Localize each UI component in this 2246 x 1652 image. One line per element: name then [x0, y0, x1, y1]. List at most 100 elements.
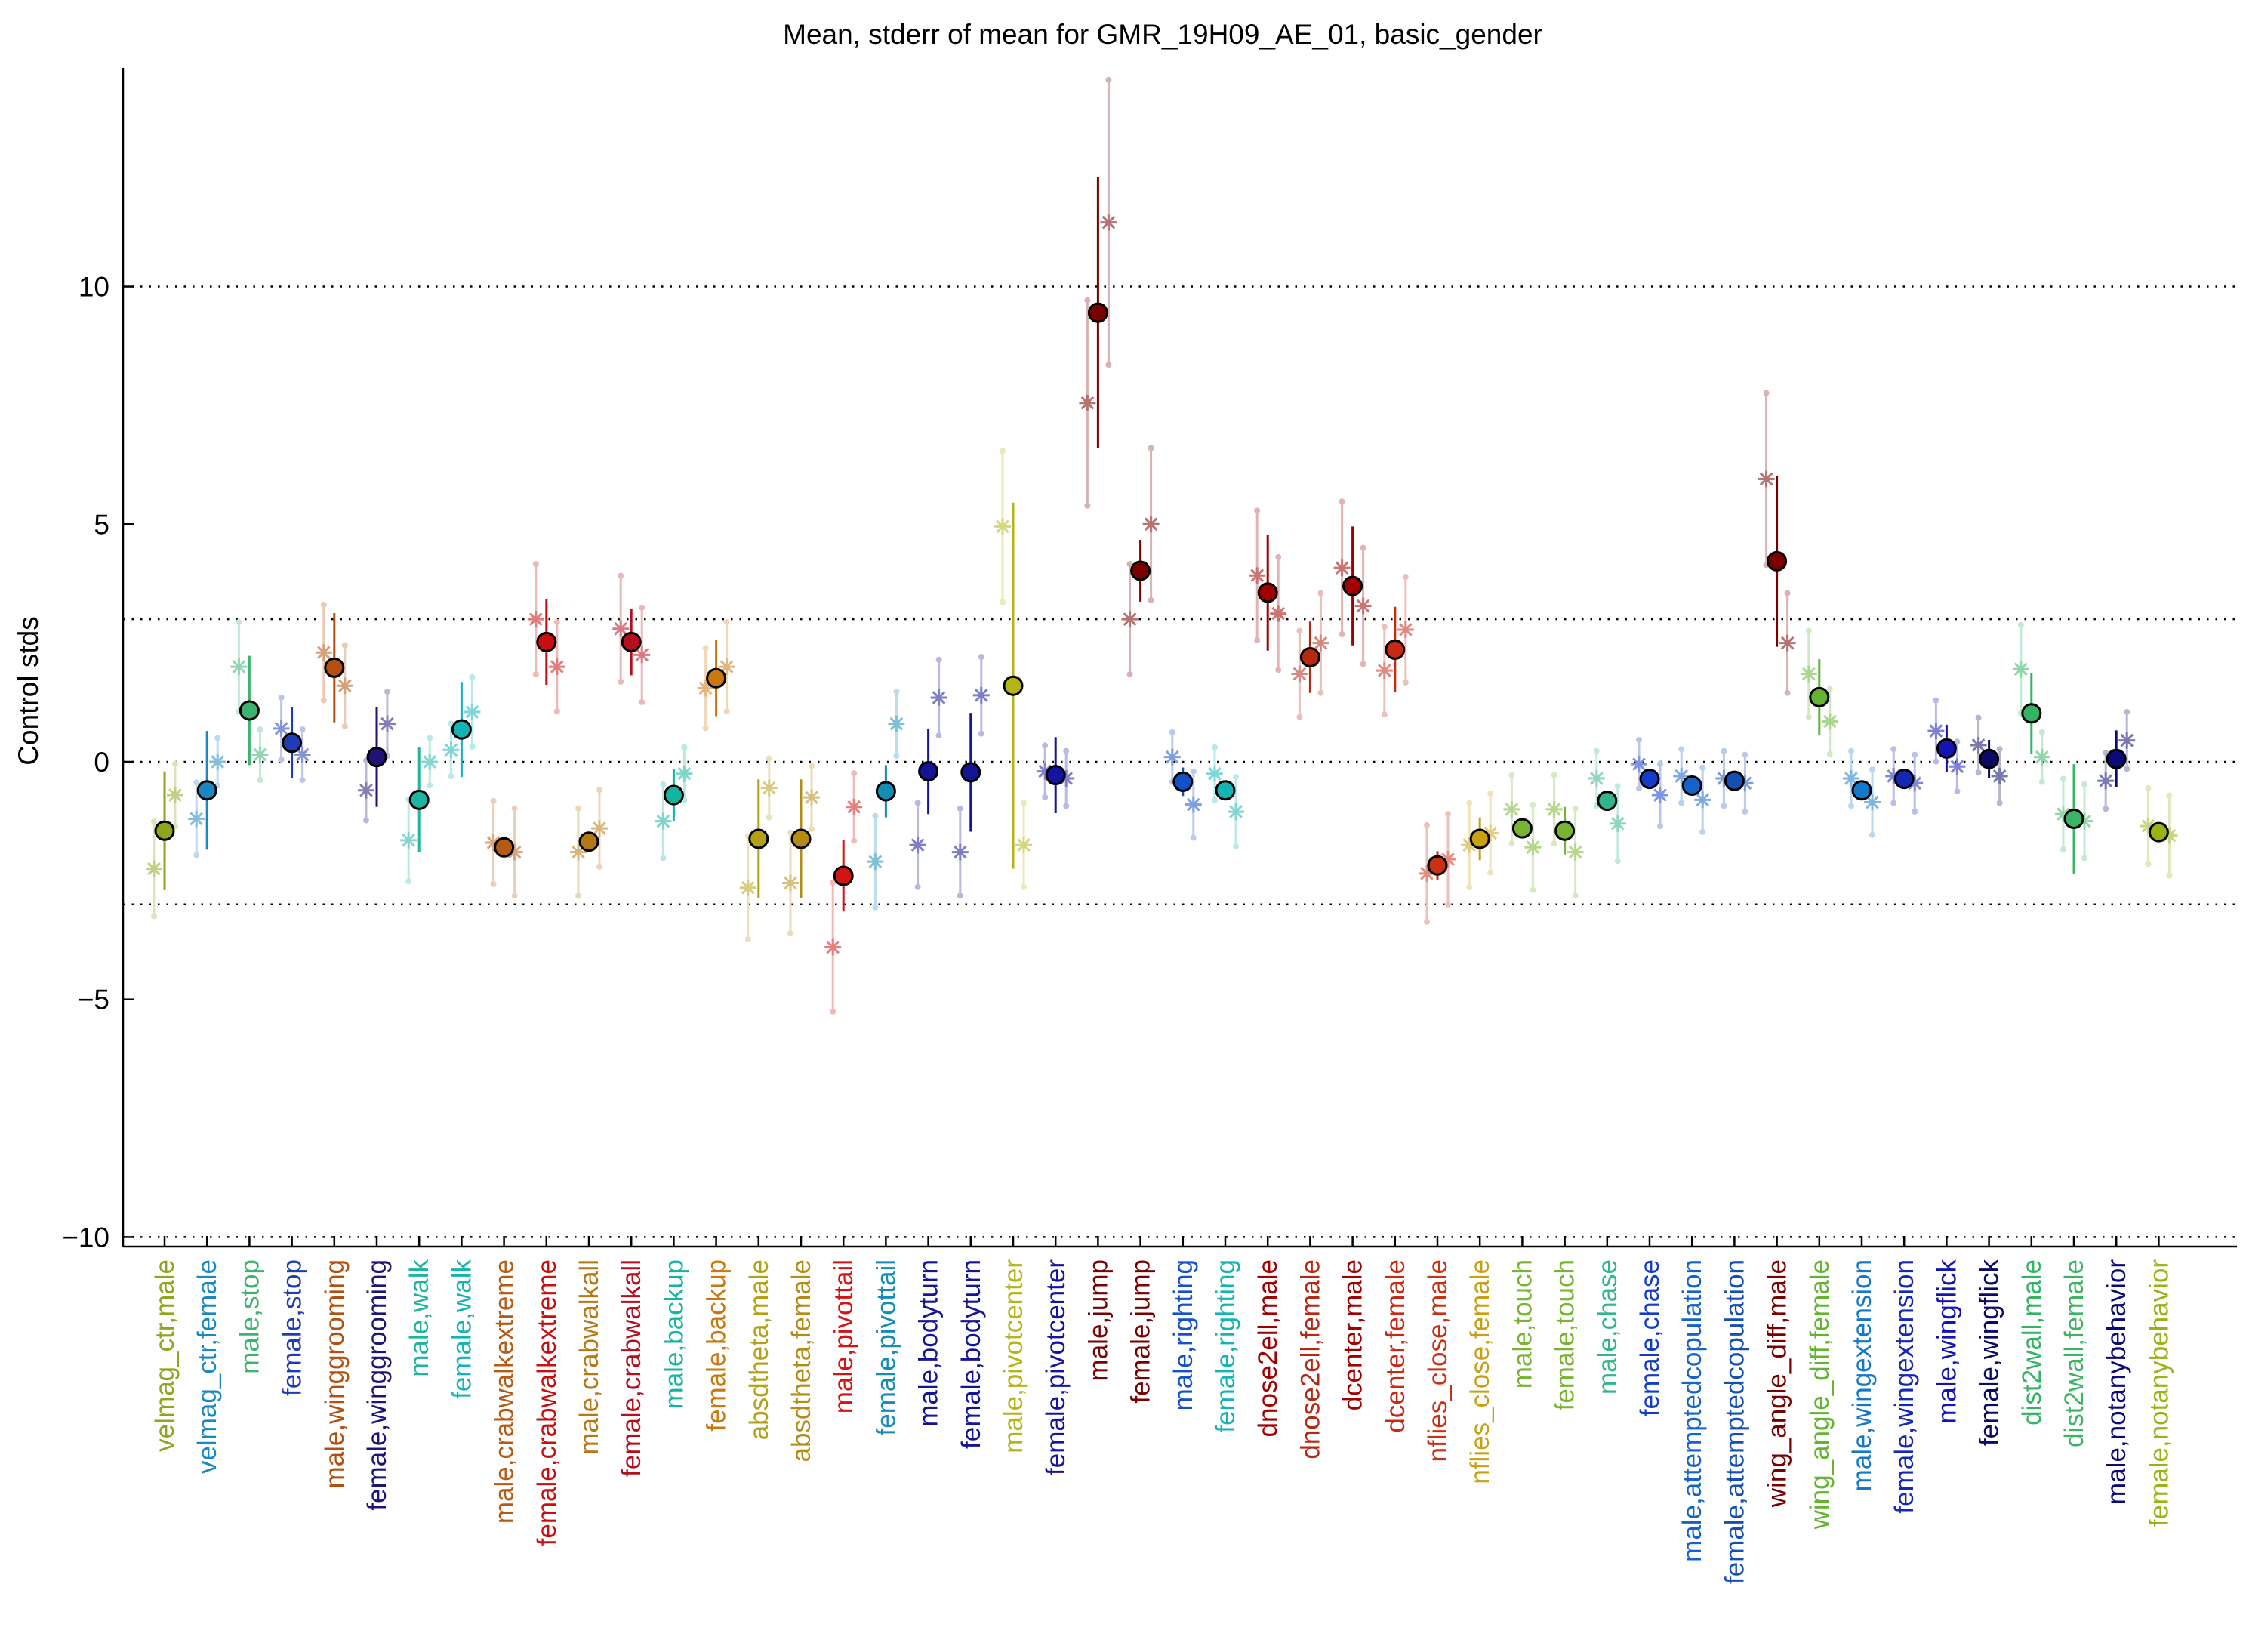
line-errorbar-end: [1890, 746, 1897, 753]
line-errorbar-end: [1084, 502, 1091, 509]
line-errorbar-end: [1742, 751, 1748, 758]
mean-marker: [1045, 765, 1066, 786]
line-errorbar-end: [1424, 821, 1430, 828]
line-errorbar-end: [809, 763, 815, 769]
mean-marker: [621, 631, 642, 652]
mean-marker: [1299, 647, 1320, 667]
mean-marker: [1724, 770, 1745, 791]
mean-marker: [578, 831, 599, 852]
y-tick-label: 5: [94, 509, 109, 540]
line-b-mean: [421, 753, 439, 770]
line-errorbar-end: [1848, 803, 1854, 809]
line-a-mean: [612, 620, 630, 637]
x-tick-label: dcenter,male: [1339, 1259, 1368, 1410]
line-a-mean: [1631, 756, 1647, 773]
x-tick-label: female,stop: [278, 1259, 307, 1396]
line-errorbar-end: [1636, 736, 1642, 743]
line-b-mean: [336, 677, 353, 695]
mean-marker: [1809, 686, 1830, 707]
x-tick-label: male,jump: [1083, 1259, 1113, 1381]
x-tick-label: male,touch: [1508, 1259, 1537, 1388]
x-axis-labels: velmag_ctr,male velmag_ctr,female male,sto…: [150, 1259, 2174, 1584]
line-errorbar-end: [1021, 800, 1027, 806]
line-errorbar-end: [1424, 918, 1430, 925]
x-tick-label: male,attemptedcopulation: [1678, 1259, 1707, 1562]
line-errorbar-end: [278, 694, 285, 701]
line-errorbar-end: [1296, 627, 1303, 634]
line-errorbar-end: [490, 880, 497, 887]
line-errorbar-end: [893, 689, 900, 695]
line-errorbar-end: [1975, 769, 1982, 776]
mean-marker: [1427, 855, 1448, 876]
line-a-mean: [1206, 765, 1223, 782]
line-errorbar-end: [766, 814, 772, 821]
line-errorbar-end: [1084, 297, 1091, 304]
line-errorbar-end: [532, 671, 539, 678]
line-b-mean: [1015, 837, 1032, 854]
line-errorbar-end: [1530, 801, 1536, 808]
line-a-mean: [273, 720, 290, 737]
line-errorbar-end: [2081, 781, 2087, 787]
line-b-mean: [1694, 791, 1711, 809]
mean-marker: [1469, 828, 1490, 849]
line-errorbar-end: [2124, 708, 2130, 715]
line-errorbar-end: [1593, 747, 1600, 754]
line-b-mean: [930, 689, 947, 707]
line-errorbar-end: [1699, 828, 1706, 835]
line-errorbar-end: [660, 781, 667, 787]
line-errorbar-end: [575, 805, 581, 812]
line-errorbar-end: [1699, 764, 1706, 771]
line-errorbar-end: [1445, 811, 1451, 818]
line-b-mean: [760, 779, 778, 797]
line-a-mean: [230, 658, 248, 676]
mean-marker: [2148, 821, 2169, 843]
line-errorbar-end: [2145, 784, 2152, 791]
mean-marker: [1893, 769, 1915, 790]
line-a-mean: [442, 741, 460, 759]
line-b-mean: [1779, 634, 1796, 652]
line-errorbar-end: [1784, 689, 1791, 696]
mean-marker: [451, 719, 472, 740]
line-errorbar-end: [1551, 840, 1557, 847]
line-errorbar-end: [1339, 498, 1345, 505]
mean-marker: [1597, 791, 1618, 812]
line-a-mean: [1249, 567, 1266, 584]
line-errorbar-end: [1466, 800, 1473, 806]
line-a-mean: [655, 812, 672, 830]
line-b-mean: [1397, 621, 1414, 638]
line-b-mean: [1228, 803, 1244, 821]
line-a-mean: [909, 837, 926, 854]
x-tick-label: dist2wall,female: [2060, 1259, 2089, 1447]
line-errorbar-end: [787, 829, 793, 836]
line-b-mean: [464, 703, 481, 720]
line-errorbar-end: [914, 883, 921, 890]
line-errorbar-end: [1869, 766, 1875, 773]
line-errorbar-end: [2103, 806, 2109, 812]
x-tick-label: male,wingextension: [1847, 1259, 1877, 1491]
line-errorbar-end: [1254, 507, 1261, 514]
mean-marker: [1936, 738, 1957, 759]
line-errorbar-end: [1805, 714, 1812, 720]
line-a-mean: [1079, 394, 1096, 411]
line-errorbar-end: [1975, 714, 1982, 721]
line-errorbar-end: [1445, 901, 1451, 908]
line-errorbar-end: [787, 930, 793, 937]
line-b-mean: [2118, 732, 2136, 749]
line-errorbar-end: [1190, 768, 1197, 775]
line-errorbar-end: [320, 697, 327, 704]
line-errorbar-end: [1763, 390, 1770, 396]
line-a-mean: [315, 644, 332, 661]
x-tick-label: wing_angle_diff,female: [1805, 1259, 1835, 1530]
reference-lines: [123, 285, 2237, 1238]
line-b-mean: [591, 820, 608, 837]
x-tick-label: male,winggrooming: [320, 1259, 350, 1488]
mean-marker: [239, 700, 260, 721]
line-errorbar-end: [2017, 621, 2024, 628]
line-a-mean: [1503, 800, 1520, 818]
line-errorbar-end: [299, 726, 306, 732]
line-errorbar-end: [1296, 714, 1303, 720]
x-tick-label: male,chase: [1593, 1259, 1622, 1395]
line-b-mean: [251, 746, 269, 763]
x-tick-label: male,bodyturn: [914, 1259, 944, 1427]
